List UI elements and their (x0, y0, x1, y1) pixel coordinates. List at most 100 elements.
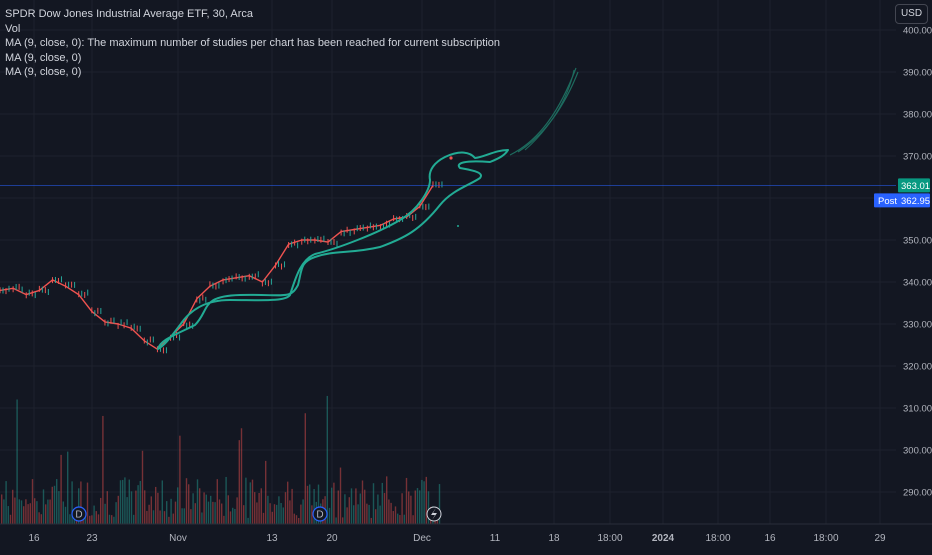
ma-study-label-3[interactable]: MA (9, close, 0) (5, 66, 82, 78)
volume-bar (89, 515, 91, 524)
volume-bar (271, 511, 273, 524)
volume-bar (14, 497, 16, 524)
volume-bar (199, 488, 201, 524)
volume-bar (161, 480, 163, 524)
volume-bar (265, 460, 267, 524)
volume-bar (12, 489, 14, 524)
volume-bar (232, 507, 234, 524)
time-tick-label: Dec (413, 533, 431, 544)
volume-bar (23, 506, 25, 524)
volume-bar (247, 517, 249, 524)
snake-drawing (157, 149, 509, 350)
volume-bar (102, 415, 104, 524)
volume-bar (111, 515, 113, 524)
volume-bar (377, 494, 379, 524)
volume-bar (267, 495, 269, 524)
symbol-title[interactable]: SPDR Dow Jones Industrial Average ETF, 3… (5, 8, 254, 20)
volume-bar (97, 514, 100, 524)
time-tick-label: 13 (266, 533, 278, 544)
volume-bar (240, 428, 243, 524)
price-tick-label: 310.00 (903, 404, 932, 415)
price-tick-label: 370.00 (903, 152, 932, 163)
volume-bar (157, 492, 159, 524)
volume-bar (25, 499, 27, 524)
volume-bar (280, 502, 282, 524)
volume-bar (130, 491, 133, 524)
volume-bar (357, 504, 359, 524)
volume-bar (234, 508, 236, 524)
volume-bar (287, 481, 289, 524)
volume-bar (284, 492, 287, 524)
volume-bar (194, 503, 196, 524)
volume-bar (31, 479, 34, 524)
volume-bar (177, 487, 179, 524)
volume-bar (181, 508, 183, 524)
volume-bar (137, 485, 139, 524)
volume-bar (95, 511, 97, 524)
volume-bar (78, 488, 80, 524)
post-price-value: 362.95 (901, 196, 930, 207)
volume-bar (185, 478, 188, 524)
time-tick-label: 29 (874, 533, 886, 544)
volume-bar (34, 498, 36, 524)
volume-bar (16, 399, 18, 524)
dividend-badge-letter: D (316, 510, 323, 521)
volume-bar (276, 504, 278, 524)
price-tick-label: 390.00 (903, 68, 932, 79)
volume-bar (344, 494, 346, 524)
volume-bar (201, 512, 203, 524)
time-tick-label: 16 (764, 533, 776, 544)
volume-bar (337, 490, 339, 524)
time-tick-label: 11 (490, 533, 501, 544)
volume-bar (342, 517, 344, 524)
volume-bar (350, 488, 353, 524)
volume-bar (124, 477, 126, 524)
volume-bar (93, 505, 95, 524)
volume-bar (335, 517, 337, 524)
volume-bar (390, 502, 392, 524)
currency-button[interactable]: USD (895, 4, 928, 24)
dividend-badge (312, 506, 328, 522)
price-series-line (0, 185, 434, 350)
volume-bar (423, 481, 425, 524)
time-tick-label: 20 (326, 533, 338, 544)
volume-bar (317, 484, 320, 524)
volume-bar (309, 484, 311, 524)
volume-bar (172, 513, 174, 524)
volume-bar (397, 513, 399, 524)
volume-bar (221, 503, 223, 524)
drawing-snake (157, 67, 579, 350)
volume-bar (203, 492, 205, 524)
volume-bar (53, 485, 56, 524)
ma-study-label-1[interactable]: MA (9, close, 0): The maximum number of … (5, 37, 501, 49)
volume-bar (3, 499, 5, 524)
snake-eye (449, 156, 453, 160)
volume-bar (84, 517, 86, 524)
chart-legend: SPDR Dow Jones Industrial Average ETF, 3… (5, 7, 500, 80)
volume-study-label[interactable]: Vol (5, 22, 21, 35)
volume-bar (174, 501, 177, 524)
volume-bar (212, 501, 214, 524)
volume-bar (214, 502, 216, 524)
ma-study-label-2[interactable]: MA (9, close, 0) (5, 51, 82, 64)
volume-bar (192, 493, 194, 524)
volume-bar (412, 515, 414, 524)
volume-bar (236, 497, 238, 524)
volume-bar (47, 499, 49, 524)
volume-bar (60, 454, 62, 524)
volume-bar (183, 508, 185, 524)
volume-bar (375, 509, 377, 524)
volume-bar (42, 489, 45, 524)
volume-bar (427, 491, 430, 524)
volume-bar (155, 486, 157, 524)
snake-tongue-stroke (524, 69, 575, 151)
grid (0, 0, 896, 524)
volume-bar (5, 481, 7, 524)
volume-bar (119, 480, 122, 524)
volume-bar (243, 505, 245, 524)
lightning-glyph (431, 508, 437, 520)
volume-bar (150, 496, 152, 524)
volume-bar (179, 435, 181, 524)
